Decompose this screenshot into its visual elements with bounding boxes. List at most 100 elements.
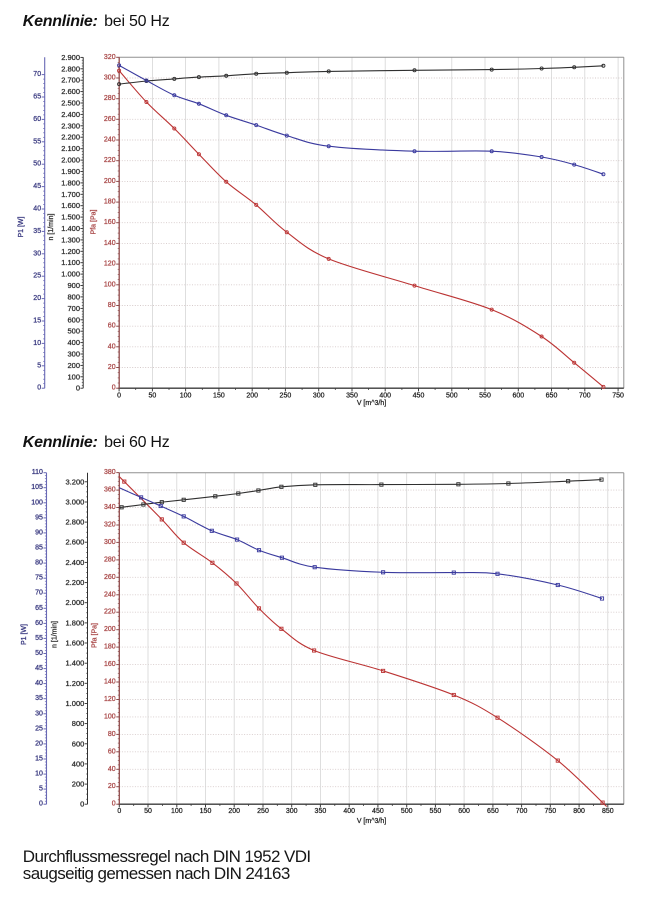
svg-text:0: 0 — [117, 808, 121, 815]
svg-text:750: 750 — [612, 392, 624, 399]
svg-text:0: 0 — [117, 392, 121, 399]
svg-text:2.200: 2.200 — [61, 133, 80, 142]
svg-text:1.400: 1.400 — [61, 224, 80, 233]
svg-text:60: 60 — [108, 748, 116, 755]
svg-text:100: 100 — [104, 281, 116, 288]
svg-text:800: 800 — [72, 719, 85, 728]
svg-text:2.400: 2.400 — [66, 558, 85, 567]
svg-text:300: 300 — [67, 350, 80, 359]
svg-text:75: 75 — [35, 575, 43, 582]
svg-text:750: 750 — [544, 808, 556, 815]
svg-text:40: 40 — [108, 766, 116, 773]
svg-text:P1 [W]: P1 [W] — [18, 216, 25, 237]
svg-text:0: 0 — [76, 384, 80, 393]
svg-text:3.200: 3.200 — [66, 477, 85, 486]
svg-text:800: 800 — [67, 292, 80, 301]
svg-text:200: 200 — [228, 808, 240, 815]
svg-text:800: 800 — [573, 808, 585, 815]
svg-text:15: 15 — [33, 318, 41, 325]
svg-text:35: 35 — [33, 228, 41, 235]
svg-text:1.200: 1.200 — [66, 679, 85, 688]
svg-text:200: 200 — [104, 178, 116, 185]
svg-text:240: 240 — [104, 137, 116, 144]
svg-text:360: 360 — [104, 487, 116, 494]
svg-text:60: 60 — [35, 620, 43, 627]
svg-text:600: 600 — [512, 392, 524, 399]
svg-text:60: 60 — [33, 116, 41, 123]
svg-text:260: 260 — [104, 574, 116, 581]
svg-text:1.000: 1.000 — [61, 270, 80, 279]
svg-text:45: 45 — [33, 183, 41, 190]
svg-text:15: 15 — [35, 756, 43, 763]
svg-text:260: 260 — [104, 116, 116, 123]
svg-text:1.600: 1.600 — [61, 201, 80, 210]
svg-text:0: 0 — [112, 801, 116, 808]
svg-text:100: 100 — [67, 372, 80, 381]
svg-text:1.000: 1.000 — [66, 699, 85, 708]
svg-text:n [1/min]: n [1/min] — [52, 621, 59, 648]
svg-text:35: 35 — [35, 695, 43, 702]
svg-text:110: 110 — [32, 469, 43, 476]
svg-text:160: 160 — [104, 661, 116, 668]
svg-text:2.500: 2.500 — [61, 99, 80, 108]
svg-text:V [m^3/h]: V [m^3/h] — [357, 818, 386, 825]
svg-text:50: 50 — [33, 161, 41, 168]
svg-text:650: 650 — [546, 392, 558, 399]
svg-text:450: 450 — [413, 392, 425, 399]
svg-text:50: 50 — [149, 392, 157, 399]
svg-text:60: 60 — [108, 323, 116, 330]
svg-text:1.500: 1.500 — [61, 213, 80, 222]
svg-text:280: 280 — [104, 95, 116, 102]
svg-text:2.200: 2.200 — [66, 578, 85, 587]
svg-text:150: 150 — [213, 392, 225, 399]
svg-text:55: 55 — [33, 138, 41, 145]
svg-text:2.100: 2.100 — [61, 144, 80, 153]
svg-text:80: 80 — [35, 560, 43, 567]
svg-text:250: 250 — [257, 808, 269, 815]
svg-text:400: 400 — [379, 392, 391, 399]
svg-text:240: 240 — [104, 591, 116, 598]
svg-text:2.000: 2.000 — [61, 156, 80, 165]
svg-text:600: 600 — [67, 315, 80, 324]
svg-text:160: 160 — [104, 219, 116, 226]
svg-text:20: 20 — [108, 364, 116, 371]
svg-text:85: 85 — [35, 545, 43, 552]
svg-text:2.300: 2.300 — [61, 121, 80, 130]
svg-text:25: 25 — [33, 273, 41, 280]
svg-text:350: 350 — [315, 808, 327, 815]
svg-text:65: 65 — [33, 94, 41, 101]
svg-text:30: 30 — [33, 250, 41, 257]
svg-text:45: 45 — [35, 665, 43, 672]
svg-text:140: 140 — [104, 240, 116, 247]
svg-text:2.700: 2.700 — [61, 76, 80, 85]
svg-text:95: 95 — [35, 514, 43, 521]
svg-text:2.000: 2.000 — [66, 598, 85, 607]
svg-text:90: 90 — [35, 529, 43, 536]
svg-text:80: 80 — [108, 302, 116, 309]
svg-text:40: 40 — [108, 343, 116, 350]
svg-text:5: 5 — [39, 786, 43, 793]
svg-text:500: 500 — [67, 327, 80, 336]
svg-text:1.800: 1.800 — [61, 178, 80, 187]
svg-text:350: 350 — [346, 392, 358, 399]
svg-text:300: 300 — [286, 808, 298, 815]
svg-text:550: 550 — [430, 808, 442, 815]
svg-text:180: 180 — [104, 199, 116, 206]
svg-text:1.700: 1.700 — [61, 190, 80, 199]
svg-text:2.800: 2.800 — [66, 518, 85, 527]
svg-text:n [1/min]: n [1/min] — [48, 214, 55, 241]
svg-text:450: 450 — [372, 808, 384, 815]
svg-text:380: 380 — [104, 469, 116, 476]
svg-text:120: 120 — [104, 261, 116, 268]
svg-text:100: 100 — [180, 392, 192, 399]
svg-text:1.200: 1.200 — [61, 247, 80, 256]
svg-text:200: 200 — [246, 392, 258, 399]
svg-text:30: 30 — [35, 710, 43, 717]
svg-text:2.600: 2.600 — [61, 87, 80, 96]
svg-text:400: 400 — [343, 808, 355, 815]
svg-text:400: 400 — [67, 338, 80, 347]
svg-text:850: 850 — [602, 808, 614, 815]
svg-text:2.800: 2.800 — [61, 64, 80, 73]
svg-text:20: 20 — [33, 295, 41, 302]
svg-text:70: 70 — [33, 71, 41, 78]
